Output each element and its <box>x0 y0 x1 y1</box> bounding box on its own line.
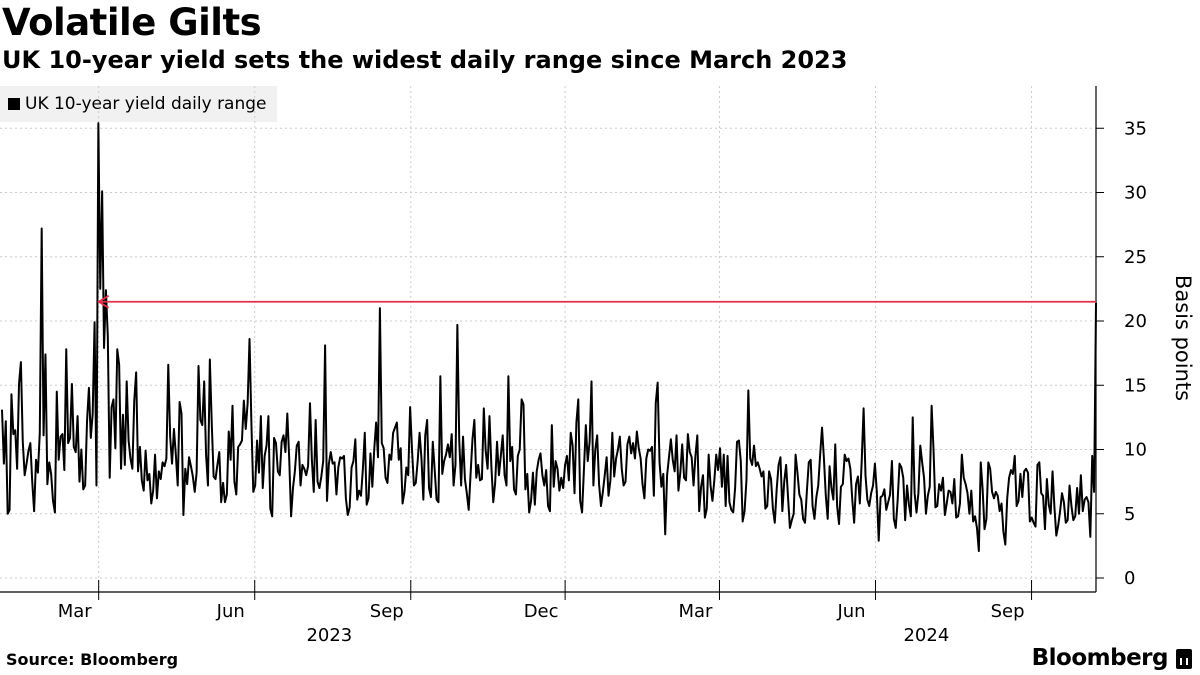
axes <box>0 86 1104 600</box>
series-layer <box>1 122 1097 553</box>
legend-swatch <box>8 98 20 110</box>
grid <box>0 86 1096 592</box>
y-tick-label: 35 <box>1124 118 1147 139</box>
y-tick-label: 5 <box>1124 504 1135 525</box>
series-line-uk-10y-daily-range <box>1 122 1097 553</box>
x-tick-label: Jun <box>836 601 865 622</box>
y-axis-label: Basis points <box>1171 275 1195 401</box>
legend-label: UK 10-year yield daily range <box>25 94 267 114</box>
x-tick-label: Mar <box>678 601 713 622</box>
y-tick-label: 10 <box>1124 440 1147 461</box>
tick-labels: 0 5 10 15 20 25 30 35 Mar Jun Sep Dec Mar Jun Sep 2023 2… <box>58 118 1147 646</box>
y-tick-label: 25 <box>1124 247 1147 268</box>
brand-logo: Bloomberg <box>1031 645 1169 671</box>
y-tick-label: 0 <box>1124 568 1135 589</box>
legend: UK 10-year yield daily range <box>0 86 277 122</box>
terminal-icon <box>1176 649 1192 669</box>
x-year-label: 2023 <box>306 625 352 646</box>
chart-title: Volatile Gilts <box>2 1 262 44</box>
annotation-arrowhead <box>96 294 110 309</box>
y-tick-label: 30 <box>1124 183 1147 204</box>
x-tick-label: Dec <box>524 601 559 622</box>
y-tick-label: 15 <box>1124 375 1147 396</box>
y-tick-label: 20 <box>1124 311 1147 332</box>
x-tick-label: Sep <box>370 601 404 622</box>
annotation-layer <box>96 294 1096 309</box>
x-tick-label: Mar <box>58 601 93 622</box>
x-year-label: 2024 <box>903 625 949 646</box>
x-tick-label: Sep <box>991 601 1025 622</box>
chart-subtitle: UK 10-year yield sets the widest daily r… <box>2 46 848 74</box>
x-tick-label: Jun <box>216 601 245 622</box>
source-note: Source: Bloomberg <box>6 650 179 669</box>
